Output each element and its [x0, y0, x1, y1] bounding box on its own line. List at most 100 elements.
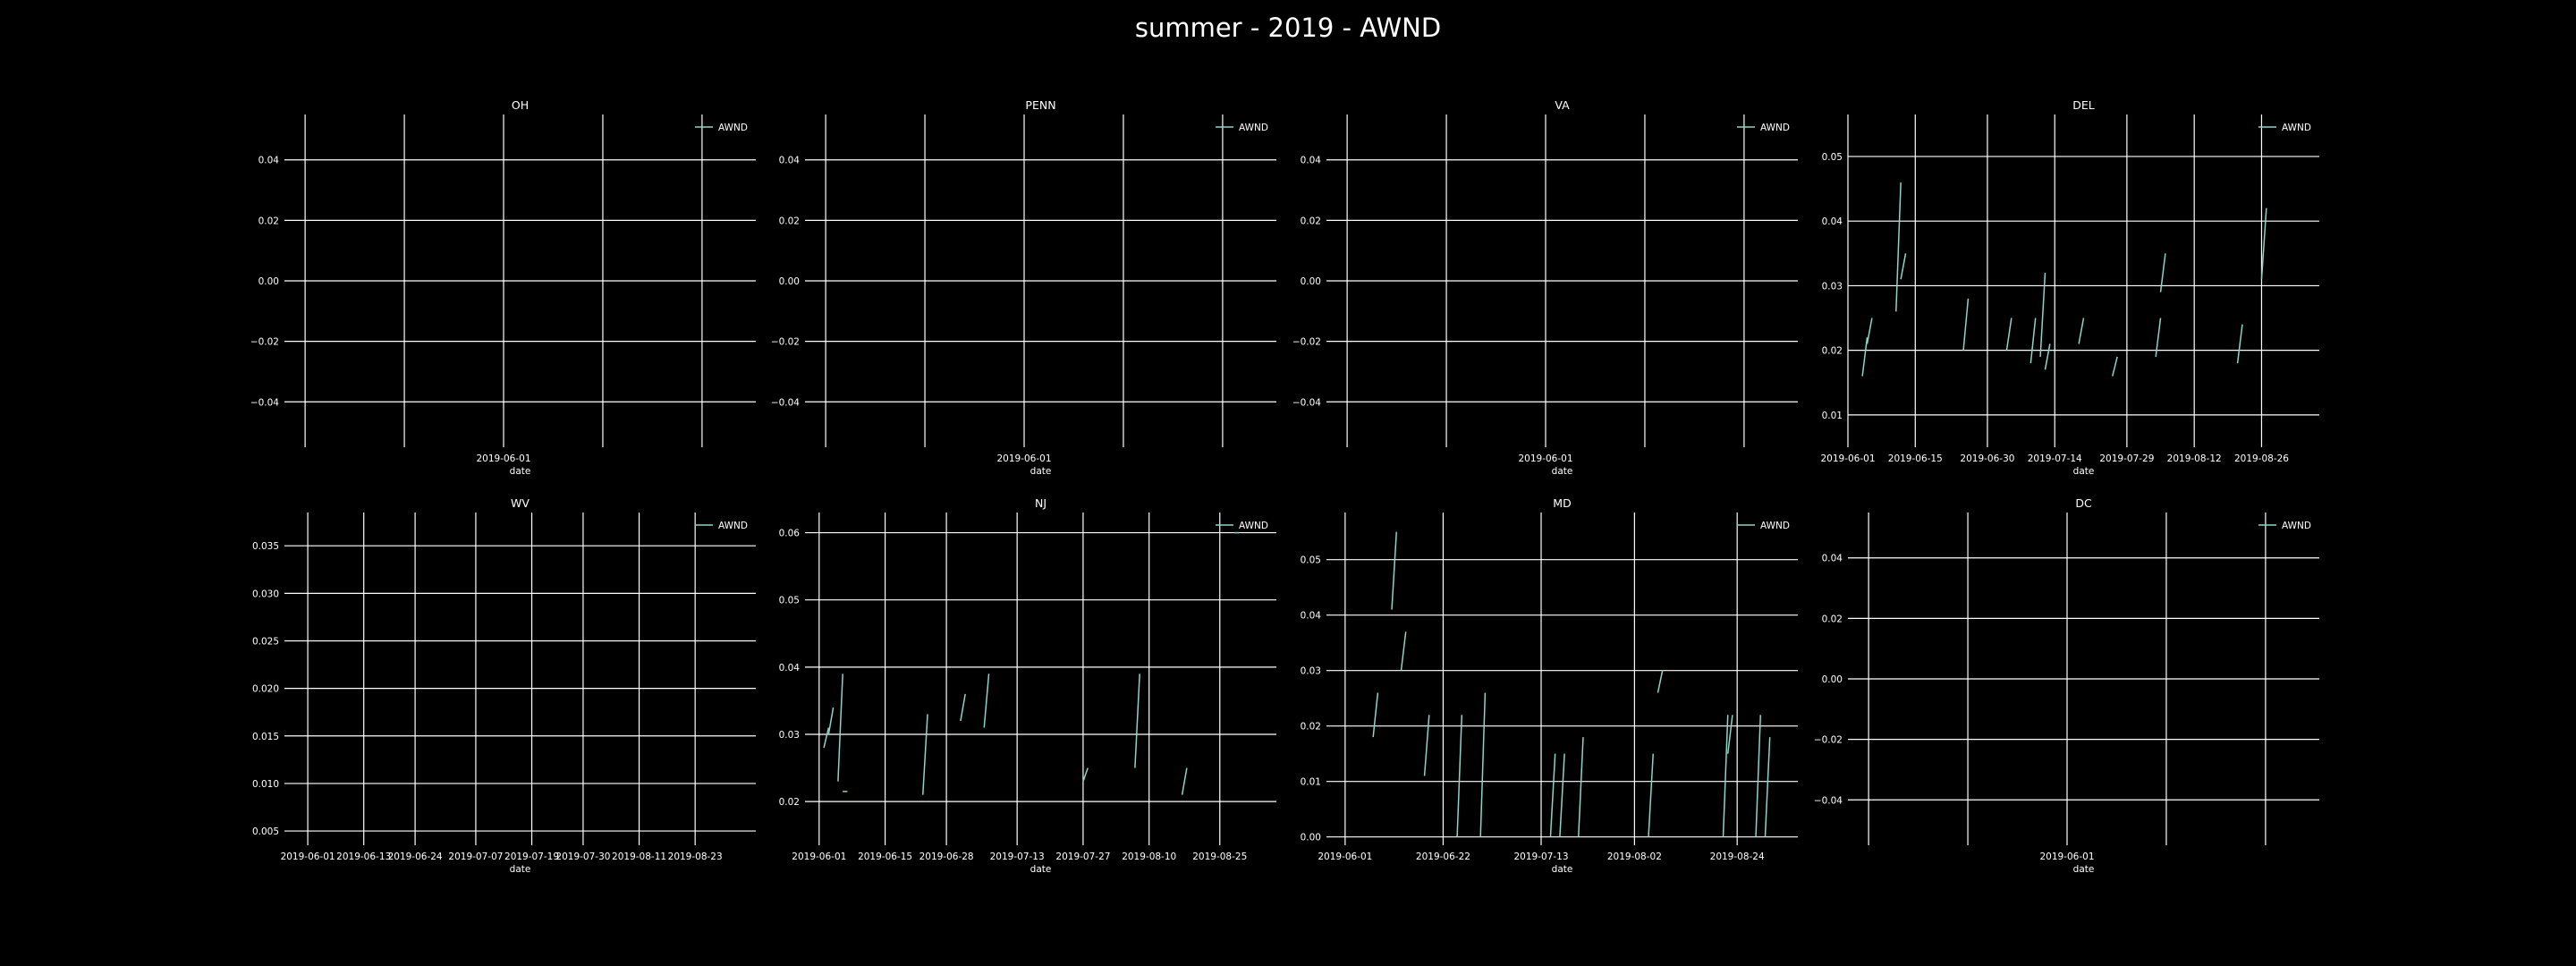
x-tick-label: 2019-07-30: [555, 852, 610, 862]
series-segment: [2236, 324, 2243, 364]
x-axis-label: date: [510, 466, 531, 477]
y-tick-label: 0.01: [1301, 777, 1321, 788]
y-tick-label: 0.04: [1822, 554, 1843, 564]
series-segment: [2155, 318, 2162, 357]
x-tick-label: 2019-06-30: [1960, 453, 2014, 464]
x-tick-label: 2019-06-13: [336, 852, 391, 862]
y-tick-label: −0.04: [1814, 795, 1843, 806]
series-segment: [1722, 715, 1729, 837]
x-tick-label: 2019-06-15: [858, 852, 912, 862]
y-tick-label: 0.005: [252, 826, 279, 837]
y-tick-label: 0.03: [1301, 666, 1321, 677]
x-tick-label: 2019-08-12: [2167, 453, 2222, 464]
y-tick-label: 0.02: [779, 216, 800, 226]
legend-label: AWND: [2282, 521, 2311, 531]
legend: AWND: [2258, 521, 2311, 531]
series-segment: [1134, 674, 1140, 768]
legend: AWND: [695, 521, 748, 531]
series-segment: [1400, 631, 1407, 671]
y-tick-label: 0.04: [1301, 611, 1322, 622]
y-tick-label: −0.04: [771, 397, 800, 408]
x-tick-label: 2019-06-28: [919, 852, 974, 862]
chart-panel-oh: 0.04 0.02 0.00 −0.02 −0.04 2019-06-01 date OH AW…: [250, 98, 756, 477]
x-tick-label: 2019-07-13: [1514, 852, 1569, 862]
y-tick-label: 0.030: [252, 589, 279, 599]
series-segment: [1900, 253, 1907, 280]
series-segment: [1559, 753, 1565, 837]
panel-title: WV: [511, 496, 530, 510]
legend: AWND: [695, 123, 748, 133]
series-segment: [1578, 737, 1584, 837]
x-axis-label: date: [2073, 466, 2095, 477]
series-segment: [1082, 767, 1089, 782]
series-segment: [2260, 208, 2267, 280]
y-tick-label: −0.02: [1292, 337, 1321, 348]
x-tick-label: 2019-06-01: [281, 852, 335, 862]
x-tick-label: 2019-06-01: [476, 453, 530, 464]
series-segment: [1423, 715, 1430, 776]
x-axis-label: date: [1552, 466, 1573, 477]
x-tick-label: 2019-06-01: [1318, 852, 1372, 862]
series-segment: [1456, 715, 1463, 837]
y-tick-label: 0.04: [779, 156, 801, 166]
x-tick-label: 2019-07-29: [2099, 453, 2154, 464]
series-segment: [960, 693, 966, 722]
x-tick-label: 2019-06-01: [1820, 453, 1875, 464]
series-segment: [823, 727, 830, 749]
y-tick-label: 0.02: [1301, 216, 1321, 226]
legend-label: AWND: [1760, 521, 1790, 531]
legend-label: AWND: [1239, 521, 1268, 531]
series-segment: [1372, 692, 1379, 738]
x-axis-label: date: [1552, 864, 1573, 875]
series-segment: [1181, 767, 1188, 795]
legend-label: AWND: [1239, 123, 1268, 133]
chart-panel-wv: 0.035 0.030 0.025 0.020 0.015 0.010 0.005 2019-…: [252, 496, 756, 875]
x-axis-label: date: [1030, 466, 1052, 477]
x-tick-label: 2019-06-24: [388, 852, 443, 862]
series-segment: [2044, 343, 2051, 370]
y-tick-label: 0.02: [1822, 614, 1843, 624]
y-tick-label: 0.02: [1822, 346, 1843, 357]
series-segment: [1657, 670, 1664, 693]
x-tick-label: 2019-06-01: [2039, 852, 2094, 862]
series-segment: [2005, 318, 2012, 351]
legend: AWND: [1216, 123, 1268, 133]
y-tick-label: 0.025: [252, 636, 279, 647]
x-tick-label: 2019-08-24: [1710, 852, 1765, 862]
series-segment: [2039, 272, 2046, 357]
x-tick-label: 2019-06-01: [792, 852, 846, 862]
y-tick-label: 0.02: [1301, 722, 1321, 733]
x-axis-label: date: [510, 864, 531, 875]
y-tick-label: 0.04: [1822, 216, 1843, 227]
y-tick-label: −0.04: [1292, 397, 1321, 408]
series-segment: [1479, 692, 1487, 837]
x-tick-label: 2019-06-15: [1888, 453, 1943, 464]
x-tick-label: 2019-06-01: [996, 453, 1051, 464]
legend-label: AWND: [718, 521, 748, 531]
x-tick-label: 2019-07-14: [2028, 453, 2082, 464]
y-tick-label: 0.015: [252, 732, 279, 742]
series-segment: [2112, 356, 2118, 377]
y-tick-label: −0.02: [1814, 735, 1843, 746]
y-tick-label: 0.03: [779, 730, 800, 741]
chart-panel-del: 0.05 0.04 0.03 0.02 0.01 2019-06-01 2019-06-15…: [1820, 98, 2319, 477]
series-segment: [2078, 318, 2085, 344]
panel-title: NJ: [1035, 496, 1046, 510]
x-tick-label: 2019-08-10: [1122, 852, 1176, 862]
panel-title: DC: [2075, 496, 2092, 510]
series-segment: [2159, 253, 2166, 292]
x-axis-label: date: [1030, 864, 1052, 875]
legend: AWND: [1216, 521, 1268, 531]
chart-panel-va: 0.04 0.02 0.00 −0.02 −0.04 2019-06-01 date VA AW…: [1292, 98, 1798, 477]
series-segment: [1391, 531, 1398, 610]
chart-panel-nj: 0.06 0.05 0.04 0.03 0.02 2019-06-01 2019-06-15…: [779, 496, 1276, 875]
chart-panel-dc: 0.04 0.02 0.00 −0.02 −0.04 2019-06-01 date DC AW…: [1814, 496, 2319, 875]
x-tick-label: 2019-06-22: [1416, 852, 1470, 862]
x-tick-label: 2019-07-27: [1055, 852, 1110, 862]
x-tick-label: 2019-06-01: [1518, 453, 1572, 464]
series-segment: [827, 707, 835, 735]
panel-title: PENN: [1025, 98, 1055, 112]
x-tick-label: 2019-08-11: [612, 852, 666, 862]
panel-title: MD: [1553, 496, 1571, 510]
legend-label: AWND: [2282, 123, 2311, 133]
